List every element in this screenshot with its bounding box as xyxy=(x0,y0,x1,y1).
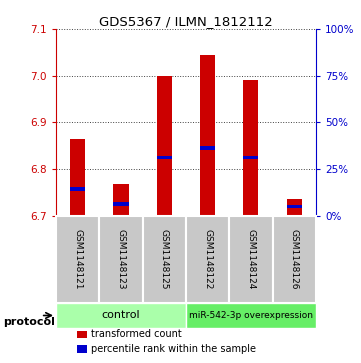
Bar xyxy=(243,155,258,159)
Bar xyxy=(77,331,87,338)
Text: GSM1148123: GSM1148123 xyxy=(117,229,125,290)
Bar xyxy=(70,139,85,216)
Text: GSM1148121: GSM1148121 xyxy=(73,229,82,290)
Bar xyxy=(186,303,316,328)
Text: miR-542-3p overexpression: miR-542-3p overexpression xyxy=(189,311,313,320)
Text: transformed count: transformed count xyxy=(91,330,182,339)
Bar xyxy=(143,216,186,303)
Bar xyxy=(200,146,215,150)
Bar xyxy=(113,202,129,206)
Bar xyxy=(77,345,87,353)
Text: control: control xyxy=(102,310,140,321)
Text: protocol: protocol xyxy=(4,317,56,327)
Text: GSM1148124: GSM1148124 xyxy=(247,229,255,290)
Bar xyxy=(243,80,258,216)
Bar xyxy=(287,199,302,216)
Bar xyxy=(99,216,143,303)
Bar xyxy=(157,76,172,216)
Bar xyxy=(113,184,129,216)
Bar xyxy=(273,216,316,303)
Bar xyxy=(229,216,273,303)
Text: GSM1148126: GSM1148126 xyxy=(290,229,299,290)
Text: percentile rank within the sample: percentile rank within the sample xyxy=(91,344,256,354)
Text: GSM1148122: GSM1148122 xyxy=(203,229,212,290)
Text: GSM1148125: GSM1148125 xyxy=(160,229,169,290)
Title: GDS5367 / ILMN_1812112: GDS5367 / ILMN_1812112 xyxy=(99,15,273,28)
Bar xyxy=(186,216,229,303)
Bar xyxy=(70,187,85,191)
Bar xyxy=(56,216,99,303)
Bar xyxy=(56,303,186,328)
Bar xyxy=(157,155,172,159)
Bar xyxy=(200,55,215,216)
Bar xyxy=(287,204,302,208)
